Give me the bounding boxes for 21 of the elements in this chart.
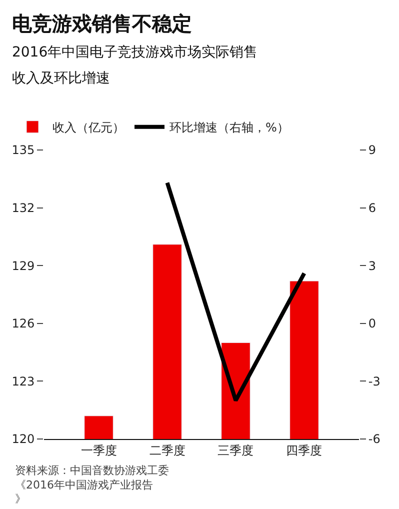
y2-tick-label: -6 [368, 432, 380, 446]
y-tick-label: 120 [12, 432, 35, 446]
y-tick-label: 135 [12, 143, 35, 158]
y2-tick-label: 6 [368, 201, 376, 215]
x-tick-label: 二季度 [149, 443, 186, 458]
text: 资料来源：中国音数协游戏工委《2016年中国游戏产业报告》 [15, 464, 169, 506]
x-tick-label: 四季度 [286, 443, 322, 458]
y-tick-label: 126 [12, 316, 35, 331]
chart-subtitle: 2016年中国电子竞技游戏市场实际销售收入及环比增速 [12, 44, 258, 87]
y2-tick-label: 3 [368, 258, 376, 273]
y2-tick-label: -3 [368, 374, 380, 388]
y-tick-label: 129 [12, 258, 35, 273]
chart-title: 电竞游戏销售不稳定 [12, 12, 192, 36]
y2-tick-label: 9 [368, 143, 376, 158]
legend-label: 环比增速（右轴，%） [170, 120, 289, 135]
x-tick-label: 一季度 [80, 443, 117, 458]
y-tick-label: 123 [12, 374, 35, 388]
y-tick-label: 132 [12, 201, 35, 215]
y2-tick-label: 0 [368, 316, 376, 331]
legend-label: 收入（亿元） [52, 120, 124, 135]
x-tick-label: 三季度 [218, 443, 254, 458]
